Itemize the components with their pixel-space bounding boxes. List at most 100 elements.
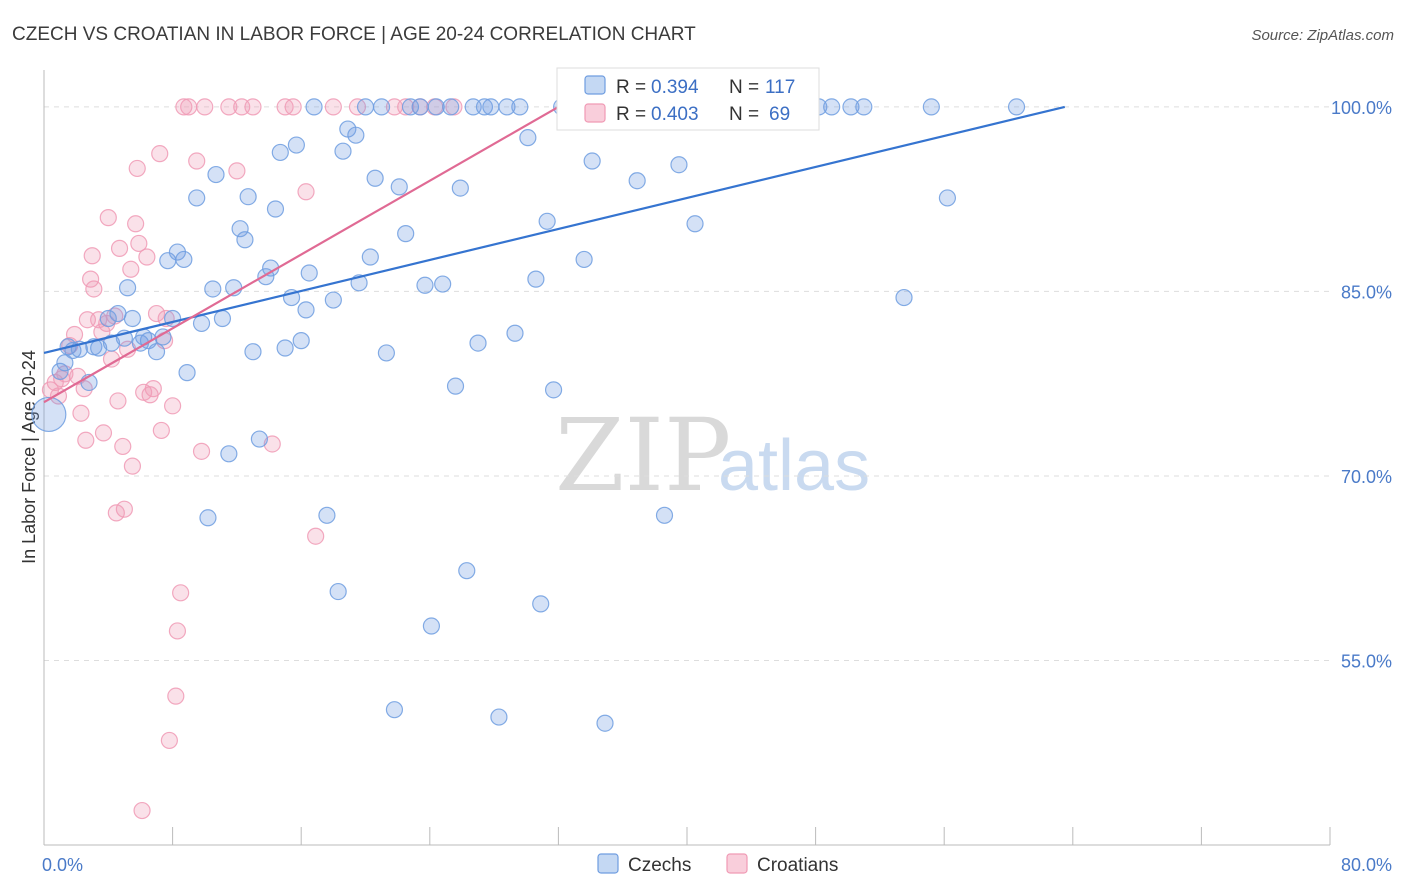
croatians-r-value: 0.403 <box>651 104 699 125</box>
czech-point-71 <box>446 377 465 395</box>
y-axis-label: In Labor Force | Age 20-24 <box>19 350 39 564</box>
czechs-n-value: 117 <box>765 77 795 98</box>
croatian-point-35 <box>138 248 156 266</box>
czech-point-63 <box>397 225 415 243</box>
croatian-point-37 <box>144 380 162 398</box>
croatian-point-14 <box>85 280 103 298</box>
croatian-point-29 <box>123 457 142 475</box>
croatian-point-10 <box>77 431 95 449</box>
czechs-n-label: N = <box>729 77 759 98</box>
czech-point-24 <box>178 364 196 382</box>
czech-point-41 <box>271 143 289 162</box>
bottom-legend: Czechs Croatians <box>597 853 838 876</box>
czech-point-98 <box>655 506 674 524</box>
croatian-point-43 <box>160 731 178 750</box>
czech-point-67 <box>422 617 441 635</box>
croatians-r-label: R = <box>616 104 646 125</box>
croatian-point-54 <box>228 162 246 180</box>
czechs-r-label: R = <box>616 77 646 98</box>
czech-point-64 <box>401 98 420 116</box>
czech-point-48 <box>305 98 323 116</box>
czech-point-10 <box>102 334 121 352</box>
czech-point-69 <box>434 275 452 293</box>
croatian-point-28 <box>122 260 140 278</box>
croatian-point-50 <box>188 152 206 170</box>
czechs-trend-line <box>43 105 1066 355</box>
watermark-atlas: atlas <box>718 426 870 506</box>
czech-point-0 <box>31 396 67 433</box>
croatian-point-40 <box>152 421 170 440</box>
czech-point-50 <box>324 291 342 309</box>
czech-point-61 <box>385 701 404 719</box>
czechs-legend-swatch <box>584 75 606 95</box>
czech-point-28 <box>204 280 222 298</box>
czech-point-73 <box>458 562 476 580</box>
czech-point-44 <box>287 136 305 154</box>
czech-point-99 <box>670 156 688 174</box>
grid <box>44 106 1330 661</box>
croatian-point-65 <box>397 98 415 116</box>
czech-point-100 <box>686 215 704 233</box>
croatian-point-24 <box>110 239 129 257</box>
croatian-point-12 <box>82 270 100 288</box>
czech-point-47 <box>300 264 318 282</box>
croatian-point-33 <box>133 801 151 820</box>
czech-point-36 <box>244 343 262 361</box>
czech-point-46 <box>297 301 315 319</box>
croatian-point-25 <box>114 437 132 456</box>
tick-labels: 100.0% 85.0% 70.0% 55.0% 0.0% 80.0% <box>42 98 1392 875</box>
czechs-bottom-swatch <box>597 853 619 874</box>
chart-source: Source: ZipAtlas.com <box>1251 27 1394 44</box>
x-tick-label-1: 80.0% <box>1341 855 1392 875</box>
y-tick-label-3: 55.0% <box>1341 651 1392 671</box>
czech-point-76 <box>475 98 494 116</box>
czech-point-40 <box>266 200 285 218</box>
croatian-point-49 <box>180 98 198 116</box>
czech-point-18 <box>147 343 166 361</box>
czech-point-30 <box>213 309 232 328</box>
czech-point-82 <box>519 129 537 147</box>
croatian-point-47 <box>172 584 190 602</box>
czech-point-58 <box>366 169 384 187</box>
croatian-point-39 <box>151 145 169 163</box>
czech-point-83 <box>527 270 545 288</box>
croatian-point-59 <box>284 98 302 116</box>
croatian-point-48 <box>175 98 193 116</box>
czech-point-57 <box>361 248 379 266</box>
trend-lines <box>43 105 1066 404</box>
czech-point-19 <box>154 328 172 346</box>
czech-point-56 <box>356 98 375 116</box>
croatian-point-17 <box>94 424 113 442</box>
czech-point-96 <box>628 172 646 190</box>
czech-point-79 <box>498 98 516 116</box>
czech-point-37 <box>250 430 269 448</box>
czech-point-11 <box>109 304 127 323</box>
y-tick-label-0: 100.0% <box>1331 98 1392 118</box>
czech-point-35 <box>239 188 257 206</box>
czech-point-115 <box>938 189 957 207</box>
croatian-point-61 <box>307 527 325 545</box>
x-tick-label-0: 0.0% <box>42 855 83 875</box>
croatian-point-8 <box>72 404 90 422</box>
czech-point-31 <box>220 445 238 463</box>
czech-point-27 <box>199 509 217 527</box>
czech-point-113 <box>895 288 913 307</box>
croatian-point-53 <box>220 98 238 116</box>
watermark-zip: ZIP <box>555 397 731 514</box>
croatians-n-value: 69 <box>769 104 790 125</box>
czech-point-34 <box>236 231 254 249</box>
czechs-r-value: 0.394 <box>651 77 699 98</box>
czech-point-14 <box>123 309 142 328</box>
czech-point-59 <box>372 98 391 116</box>
czech-point-60 <box>377 344 395 362</box>
czech-point-114 <box>922 98 940 116</box>
czech-point-112 <box>855 98 873 116</box>
czech-point-93 <box>596 714 614 732</box>
czech-point-13 <box>118 279 137 297</box>
croatian-point-26 <box>115 500 133 518</box>
czech-point-111 <box>842 98 860 116</box>
croatians-bottom-label: Croatians <box>757 855 838 876</box>
croatian-point-45 <box>167 687 185 705</box>
croatian-point-44 <box>164 397 182 415</box>
czech-point-26 <box>192 314 211 333</box>
